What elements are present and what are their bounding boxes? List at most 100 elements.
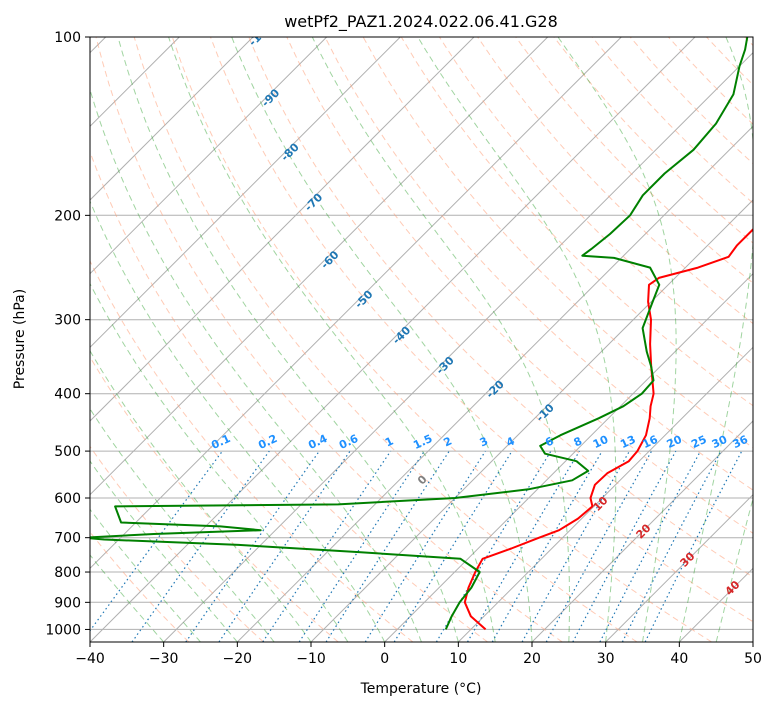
y-tick-label: 300 — [54, 313, 81, 329]
moist-adiabat — [231, 37, 533, 642]
dry-adiabat — [553, 37, 753, 244]
isotherm-line — [457, 346, 753, 642]
moist-adiabat — [90, 554, 165, 642]
y-tick-label: 1000 — [45, 622, 81, 638]
adiabat-label: -30 — [434, 354, 457, 377]
y-tick-label: 100 — [54, 30, 81, 46]
y-tick-label: 700 — [54, 531, 81, 547]
mixing-ratio-line — [466, 450, 580, 642]
isotherm-line — [90, 37, 475, 422]
mixing-ratio-label: 20 — [665, 433, 685, 451]
dry-adiabat — [324, 37, 753, 491]
moist-adiabat — [557, 37, 677, 642]
moist-adiabat — [90, 200, 386, 642]
x-tick-label: −30 — [149, 651, 179, 667]
isotherm-line — [384, 272, 753, 642]
dry-adiabat — [248, 37, 753, 578]
x-tick-label: 10 — [449, 651, 467, 667]
x-axis: −40 −30 −20 −10 0 10 20 30 40 50 — [75, 642, 762, 667]
mixing-ratio-line — [185, 450, 320, 642]
sounding-curves — [90, 37, 753, 631]
mixing-ratio-line — [599, 450, 702, 642]
mixing-ratio-label: 25 — [689, 433, 708, 451]
adiabat-label: 10 — [591, 494, 611, 514]
mixing-ratio-label: 0.4 — [306, 432, 329, 452]
moist-adiabat — [168, 37, 496, 642]
x-tick-label: 50 — [744, 651, 762, 667]
isotherm-line — [90, 37, 328, 275]
dry-adiabat — [477, 37, 753, 325]
moist-adiabats — [90, 37, 753, 642]
moist-adiabat — [678, 37, 753, 642]
mixing-ratio-line — [131, 450, 270, 642]
moist-adiabat — [90, 349, 312, 642]
mixing-ratio-label: 13 — [618, 433, 637, 451]
moist-adiabat — [90, 282, 349, 642]
x-tick-label: 30 — [597, 651, 615, 667]
isotherm-line — [678, 567, 753, 642]
isotherm-line — [163, 51, 753, 642]
moist-adiabat — [90, 408, 275, 642]
x-tick-label: −20 — [223, 651, 253, 667]
adiabat-label: -20 — [484, 377, 507, 400]
dry-adiabat — [286, 37, 753, 534]
mixing-ratio-line — [262, 450, 392, 642]
mixing-ratio-line — [298, 450, 425, 642]
isotherm-line — [752, 641, 753, 642]
annotations: 0.1 0.2 0.4 0.6 1 1.5 2 3 4 6 8 10 13 16 20 25 30 36-100-… — [209, 20, 750, 598]
mixing-ratio-line — [325, 450, 450, 642]
chart-title: wetPf2_PAZ1.2024.022.06.41.G28 — [284, 12, 558, 32]
mixing-ratio-label: 6 — [543, 434, 556, 449]
mixing-ratio-label: 0.1 — [209, 432, 232, 452]
mixing-ratio-line — [644, 450, 743, 642]
x-axis-label: Temperature (°C) — [360, 681, 482, 697]
dry-adiabat — [591, 37, 753, 204]
y-axis-label: Pressure (hPa) — [12, 289, 28, 389]
moist-adiabat — [90, 460, 238, 642]
dry-adiabat — [90, 150, 488, 642]
mixing-ratio-line — [572, 450, 677, 642]
moist-adiabat — [90, 508, 201, 642]
dry-adiabat — [210, 37, 753, 623]
dry-adiabat — [171, 37, 712, 642]
moist-adiabat — [90, 87, 422, 642]
adiabat-label: -100 — [246, 20, 275, 49]
dry-adiabat — [90, 356, 339, 642]
isotherm-line — [90, 37, 254, 201]
y-tick-label: 600 — [54, 491, 81, 507]
isotherm-line — [605, 493, 753, 642]
dry-adiabat — [133, 37, 638, 642]
dry-adiabat — [90, 531, 190, 642]
mixing-ratio-label: 1 — [383, 434, 395, 449]
y-tick-label: 800 — [54, 565, 81, 581]
dewpoint-line — [90, 37, 749, 630]
mixing-ratio-label: 0.2 — [256, 432, 279, 452]
dry-adiabat — [744, 37, 753, 47]
plot-frame — [89, 36, 754, 643]
isotherm-grid — [90, 37, 753, 642]
dry-adiabat — [438, 37, 753, 366]
adiabat-label: -40 — [390, 324, 413, 347]
dry-adiabat — [668, 37, 753, 125]
x-tick-label: 0 — [380, 651, 389, 667]
x-tick-label: −10 — [296, 651, 326, 667]
isotherm-line — [90, 37, 622, 570]
x-tick-label: 40 — [670, 651, 688, 667]
dry-adiabat — [706, 37, 753, 86]
mixing-ratio-label: 30 — [710, 433, 730, 451]
y-axis: 1000 900 800 700 600 500 400 300 200 100 — [45, 30, 90, 638]
mixing-ratio-label: 8 — [572, 434, 584, 449]
isotherm-line — [236, 125, 753, 642]
mixing-ratio-lines — [90, 450, 743, 642]
mixing-ratio-line — [364, 450, 486, 642]
moist-adiabat — [117, 37, 459, 642]
mixing-ratio-label: 10 — [591, 433, 611, 451]
y-tick-label: 200 — [54, 208, 81, 224]
adiabat-label: 0 — [415, 472, 430, 487]
x-tick-label: −40 — [75, 651, 105, 667]
x-tick-label: 20 — [523, 651, 541, 667]
adiabat-label: -80 — [279, 140, 302, 163]
moist-adiabat — [715, 496, 753, 642]
isotherm-line — [90, 37, 549, 496]
isotherm-line — [531, 420, 753, 642]
